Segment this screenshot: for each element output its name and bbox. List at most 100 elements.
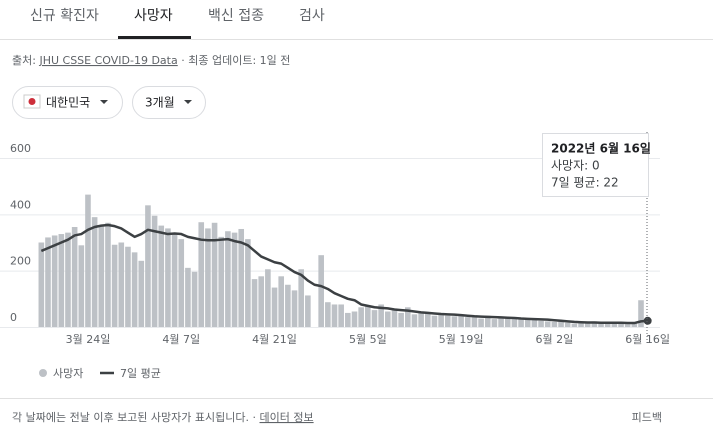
x-tick-label: 6월 2일	[536, 332, 574, 346]
bar	[431, 315, 438, 327]
legend-label: 7일 평균	[120, 366, 161, 380]
bar	[351, 311, 358, 327]
bar	[518, 318, 524, 327]
bar	[151, 215, 158, 327]
range-dropdown[interactable]	[132, 86, 206, 119]
bar	[478, 318, 484, 327]
bar	[111, 244, 118, 327]
tab[interactable]: 백신 접종	[208, 8, 264, 24]
x-tick-label: 3월 24일	[66, 332, 111, 346]
legend-swatch	[39, 369, 47, 377]
bar	[291, 290, 298, 327]
bar	[118, 242, 125, 327]
bar	[198, 222, 205, 327]
source-link[interactable]: JHU CSSE COVID-19 Data	[38, 54, 177, 67]
bar	[38, 242, 45, 327]
bar	[544, 321, 551, 327]
bar	[238, 228, 245, 327]
bar	[584, 322, 591, 327]
bar	[591, 321, 598, 327]
bar	[158, 225, 165, 327]
bar	[578, 321, 584, 327]
bar	[564, 322, 571, 327]
bar	[278, 276, 284, 327]
bar	[105, 222, 111, 327]
x-tick-label: 5월 19일	[439, 332, 484, 346]
bar	[245, 239, 251, 327]
tooltip	[542, 133, 649, 197]
bar	[91, 217, 98, 327]
y-tick-label: 400	[10, 198, 31, 211]
bar	[191, 271, 198, 327]
tooltip-title: 2022년 6월 16일	[551, 141, 651, 156]
bar	[45, 237, 51, 327]
bar	[305, 295, 311, 327]
bar	[318, 255, 324, 327]
hover-dot	[643, 316, 652, 325]
bar	[58, 234, 65, 327]
x-tick-label: 6월 16일	[625, 332, 670, 346]
source: 출처: JHU CSSE COVID-19 Data · 최종 업데이트: 1일…	[12, 53, 290, 67]
bar	[145, 205, 151, 327]
bar	[218, 236, 225, 327]
bar	[451, 316, 458, 327]
note: 각 날짜에는 전날 이후 보고된 사망자가 표시됩니다. ·	[12, 411, 256, 424]
source-label: 출처:	[12, 54, 36, 67]
bar	[251, 279, 258, 327]
bar	[618, 321, 624, 327]
bar	[604, 322, 611, 327]
tab-underline	[118, 36, 191, 39]
bar	[531, 318, 538, 327]
caret	[184, 100, 192, 104]
footer-note: 각 날짜에는 전날 이후 보고된 사망자가 표시됩니다. · 데이터 정보	[12, 411, 314, 424]
bar	[511, 319, 518, 327]
bar	[85, 194, 91, 327]
bar	[638, 300, 644, 327]
tooltip-line: 7일 평균: 22	[551, 176, 619, 190]
bar	[225, 231, 231, 327]
bar	[265, 269, 271, 327]
bar	[571, 323, 578, 327]
y-tick-label: 200	[10, 255, 31, 268]
bar	[78, 245, 85, 327]
dropdown-label: 대한민국	[46, 96, 90, 110]
bar	[538, 320, 544, 327]
legend-label: 사망자	[53, 367, 83, 380]
bar	[598, 323, 604, 327]
average-line	[40, 223, 648, 325]
bar	[65, 232, 71, 327]
info-link[interactable]: 데이터 정보	[260, 411, 314, 424]
bar	[98, 225, 105, 327]
bar	[138, 260, 145, 327]
bar	[471, 316, 478, 327]
bar	[258, 276, 265, 327]
tab[interactable]: 검사	[299, 8, 325, 24]
bar	[484, 315, 491, 327]
bar	[71, 227, 78, 327]
bar	[551, 321, 558, 327]
caret	[100, 100, 108, 104]
bar	[211, 222, 218, 327]
bar	[524, 319, 531, 327]
bar	[391, 308, 398, 327]
bar	[405, 307, 411, 327]
flag-emblem	[28, 98, 36, 105]
dropdown-label: 3개월	[145, 96, 175, 110]
bar	[338, 304, 344, 327]
bar	[125, 246, 131, 327]
bar	[498, 317, 504, 327]
feedback[interactable]: 피드백	[632, 411, 662, 424]
tab[interactable]: 신규 확진자	[30, 8, 99, 24]
tab-active[interactable]: 사망자	[134, 8, 173, 24]
bar	[298, 269, 304, 327]
bar	[411, 314, 418, 327]
bar	[611, 323, 618, 327]
x-tick-label: 4월 7일	[162, 332, 200, 346]
bar	[185, 267, 191, 327]
bar	[51, 235, 58, 327]
bar	[418, 311, 424, 327]
bar	[131, 252, 138, 327]
bar	[325, 302, 331, 327]
bar	[438, 314, 444, 327]
